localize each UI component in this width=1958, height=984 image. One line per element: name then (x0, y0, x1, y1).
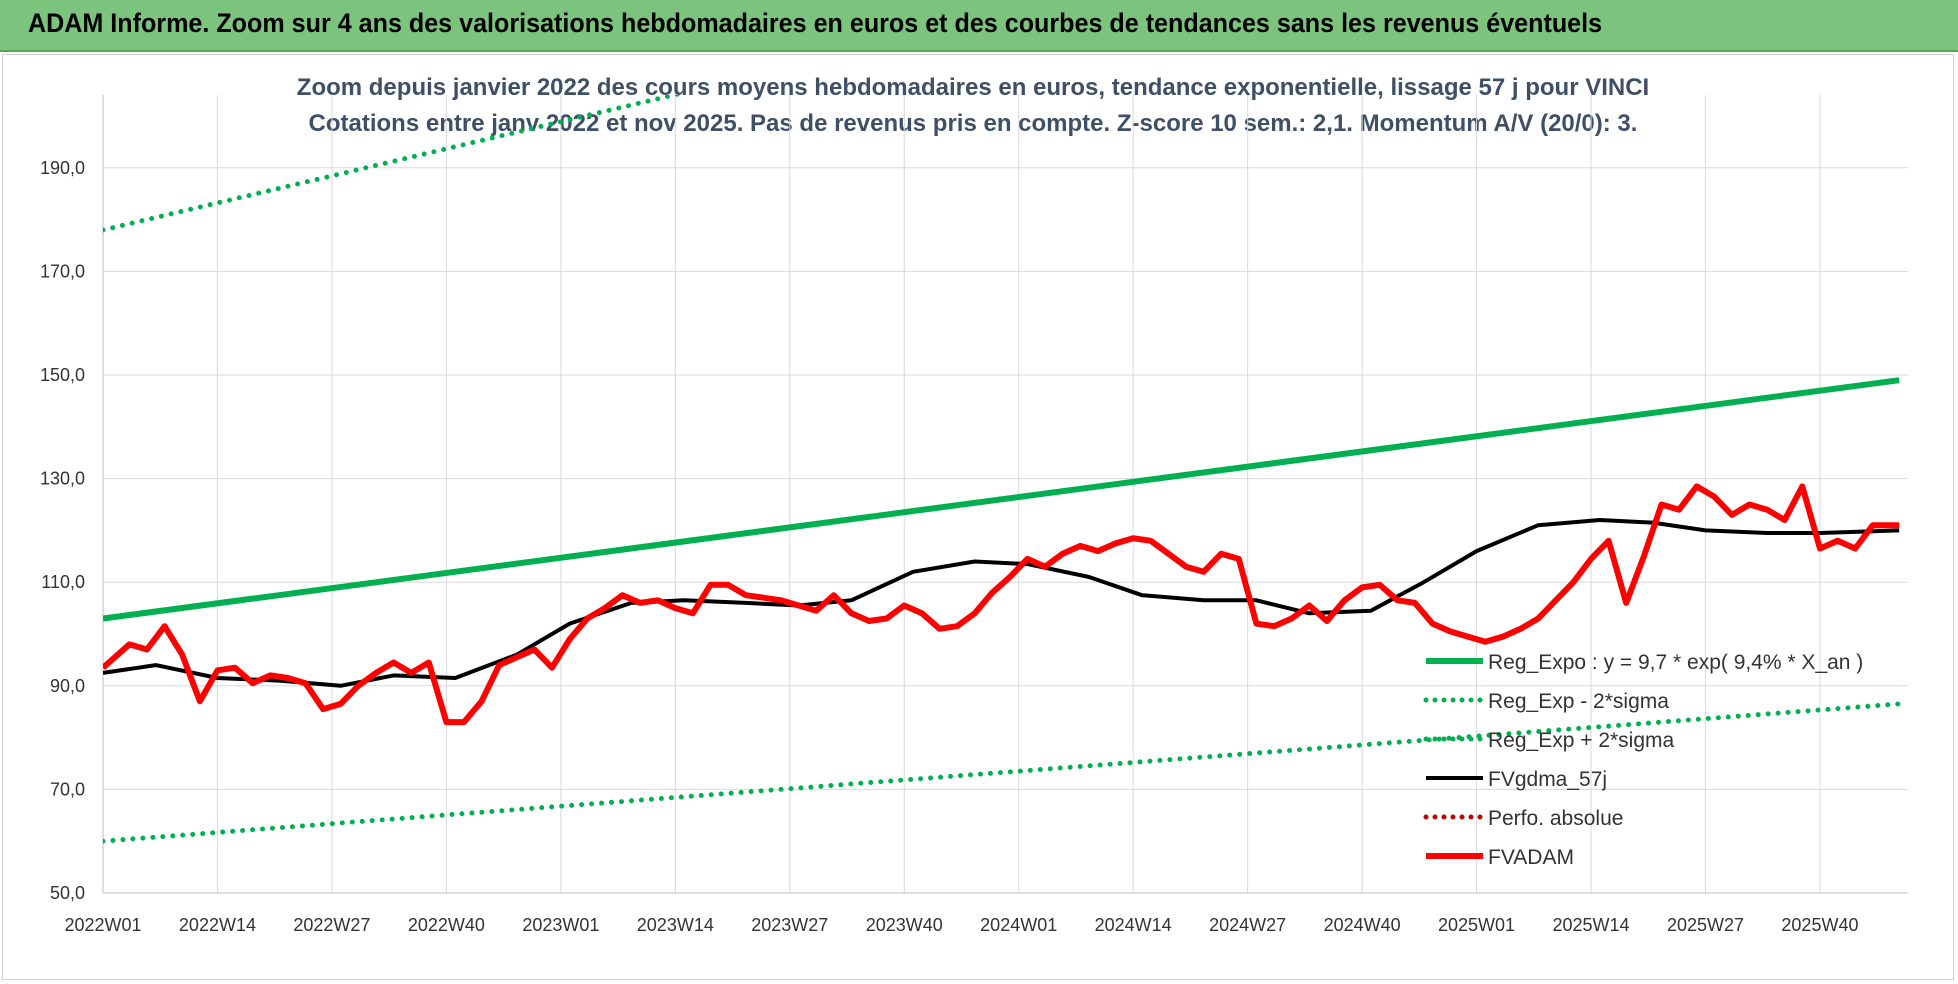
x-tick-label: 2023W14 (637, 915, 714, 935)
series-reg-expo-line (103, 377, 1900, 622)
x-tick-label: 2022W01 (64, 915, 141, 935)
series-reg-exp-minus-2sigma-line (103, 701, 1902, 844)
legend-label: Reg_Expo : y = 9,7 * exp( 9,4% * X_an ) (1488, 651, 1863, 674)
legend-label: FVADAM (1488, 846, 1574, 869)
y-tick-label: 190,0 (40, 158, 85, 178)
y-tick-label: 90,0 (50, 676, 85, 696)
y-tick-label: 130,0 (40, 469, 85, 489)
x-tick-label: 2023W40 (866, 915, 943, 935)
x-tick-label: 2025W01 (1438, 915, 1515, 935)
legend: Reg_Expo : y = 9,7 * exp( 9,4% * X_an ) R… (1423, 651, 1863, 869)
x-tick-label: 2024W40 (1324, 915, 1401, 935)
y-tick-label: 170,0 (40, 261, 85, 281)
x-tick-label: 2023W27 (751, 915, 828, 935)
x-tick-label: 2023W01 (522, 915, 599, 935)
legend-label: Reg_Exp + 2*sigma (1488, 729, 1675, 752)
y-tick-label: 50,0 (50, 883, 85, 903)
legend-label: FVgdma_57j (1488, 768, 1607, 791)
chart-title: Zoom depuis janvier 2022 des cours moyen… (297, 74, 1649, 101)
x-axis-tick-labels: 2022W01 2022W14 2022W27 2022W40 2023W01 2023W… (64, 915, 1858, 935)
x-tick-label: 2024W01 (980, 915, 1057, 935)
x-tick-label: 2022W40 (408, 915, 485, 935)
chart-svg: Zoom depuis janvier 2022 des cours moyen… (40, 74, 1908, 935)
x-tick-label: 2025W27 (1667, 915, 1744, 935)
x-tick-label: 2025W14 (1552, 915, 1629, 935)
report-header: ADAM Informe. Zoom sur 4 ans des valoris… (0, 0, 1958, 52)
y-tick-label: 110,0 (41, 572, 85, 592)
x-tick-label: 2022W14 (179, 915, 256, 935)
chart-subtitle: Cotations entre janv 2022 et nov 2025. P… (309, 110, 1638, 137)
y-axis-tick-labels: 190,0 170,0 150,0 130,0 110,0 90,0 70,0 50,0 (40, 158, 85, 903)
x-tick-label: 2022W27 (293, 915, 370, 935)
chart-frame: Zoom depuis janvier 2022 des cours moyen… (2, 54, 1954, 980)
x-tick-label: 2025W40 (1781, 915, 1858, 935)
x-tick-label: 2024W14 (1095, 915, 1172, 935)
series-fvgdma-57j-line (103, 518, 1900, 688)
y-tick-label: 150,0 (40, 365, 85, 385)
x-tick-label: 2024W27 (1209, 915, 1286, 935)
legend-label: Perfo. absolue (1488, 807, 1623, 830)
series-reg-exp-plus-2sigma-line (103, 95, 685, 233)
series-fvadam-line (103, 483, 1900, 726)
report-title: ADAM Informe. Zoom sur 4 ans des valoris… (28, 8, 1603, 38)
y-tick-label: 70,0 (50, 779, 85, 799)
grid-lines (102, 95, 1908, 894)
legend-label: Reg_Exp - 2*sigma (1488, 690, 1669, 713)
series-group (103, 95, 1902, 844)
